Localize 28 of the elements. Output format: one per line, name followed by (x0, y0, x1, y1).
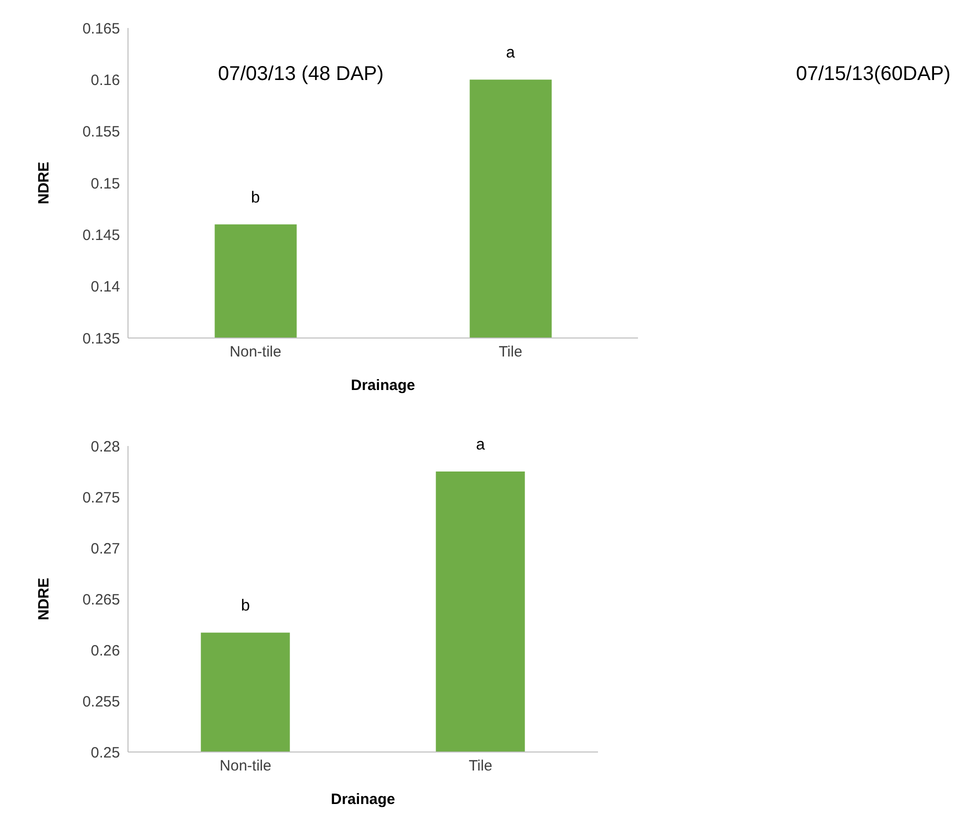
y-tick-label: 0.255 (82, 693, 120, 710)
y-axis-title: NDRE (35, 578, 52, 620)
y-tick-label: 0.28 (90, 438, 120, 456)
annotation: a (506, 44, 516, 62)
x-axis-title: Drainage (330, 791, 396, 808)
x-tick-label: Tile (468, 758, 492, 775)
annotation: a (476, 436, 486, 454)
y-tick-label: 0.27 (90, 540, 120, 558)
y-tick-label: 0.275 (82, 489, 120, 506)
x-tick-label: Non-tile (220, 758, 272, 775)
x-tick-label: Tile (498, 344, 522, 361)
y-tick-label: 0.135 (82, 330, 120, 348)
y-tick-label: 0.15 (90, 175, 120, 192)
y-tick-label: 0.265 (82, 591, 120, 608)
y-tick-label: 0.14 (90, 278, 120, 296)
y-tick-label: 0.165 (82, 20, 120, 38)
y-tick-label: 0.26 (90, 642, 120, 660)
x-tick-label: Non-tile (230, 344, 282, 361)
y-tick-label: 0.16 (90, 72, 120, 89)
text: 07/03/13 (48 DAP) (218, 63, 384, 86)
y-tick-label: 0.145 (82, 226, 120, 244)
y-tick-label: 0.155 (82, 124, 120, 141)
annotation: b (241, 598, 250, 615)
y-tick-label: 0.25 (90, 744, 120, 762)
text: 07/15/13(60DAP) (796, 63, 951, 86)
y-axis-title: NDRE (35, 162, 52, 204)
x-axis-title: Drainage (350, 377, 416, 394)
annotation: b (251, 189, 260, 206)
